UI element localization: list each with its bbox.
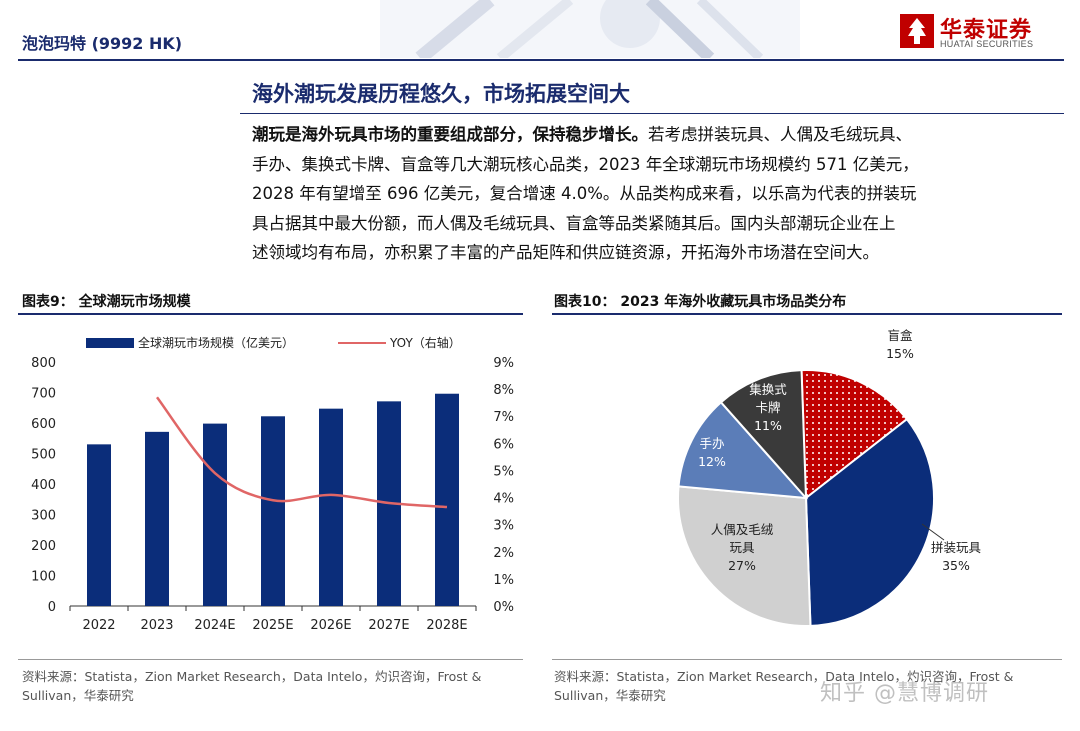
- logo-text-en: HUATAI SECURITIES: [940, 39, 1034, 49]
- y2-axis-tick-label: 3%: [493, 519, 514, 534]
- fig9-footer-rule: [18, 659, 523, 660]
- fig9-title: 图表9： 全球潮玩市场规模: [22, 294, 191, 310]
- y2-axis-tick-label: 8%: [493, 383, 514, 398]
- fig9-source-line-1: 资料来源：Statista，Zion Market Research，Data …: [22, 669, 482, 684]
- fig10-title: 图表10： 2023 年海外收藏玩具市场品类分布: [554, 294, 847, 310]
- y-axis-tick-label: 200: [31, 539, 56, 554]
- report-company-title: 泡泡玛特 (9992 HK): [22, 34, 183, 53]
- paragraph-line-3: 2028 年有望增至 696 亿美元，复合增速 4.0%。从品类构成来看，以乐高…: [252, 184, 917, 203]
- pie-slice: [677, 485, 812, 627]
- paragraph-line-1: 潮玩是海外玩具市场的重要组成部分，保持稳步增长。若考虑拼装玩具、人偶及毛绒玩具、: [252, 120, 1062, 150]
- y2-axis-tick-label: 7%: [493, 410, 514, 425]
- fig10-source-line-1: 资料来源：Statista，Zion Market Research，Data …: [554, 669, 1014, 684]
- y-axis-tick-label: 700: [31, 387, 56, 402]
- bar: [145, 431, 169, 606]
- logo-text-cn: 华泰证券: [940, 18, 1033, 43]
- pie-leader-line: [921, 523, 945, 541]
- legend-bar-label: 全球潮玩市场规模（亿美元）: [138, 335, 294, 350]
- pie-slice-label: 人偶及毛绒: [711, 522, 774, 537]
- paragraph-line-5: 述领域均有布局，亦积累了丰富的产品矩阵和供应链资源，开拓海外市场潜在空间大。: [252, 243, 879, 262]
- pie-slice: [719, 369, 808, 501]
- bar: [87, 444, 111, 606]
- fig10-footer-rule: [552, 659, 1062, 660]
- y2-axis-tick-label: 1%: [493, 573, 514, 588]
- pie-slice-label: 玩具: [729, 540, 755, 555]
- y-axis-tick-label: 0: [48, 600, 56, 615]
- huatai-logo-icon: [900, 14, 934, 48]
- paragraph-line-4: 具占据其中最大份额，而人偶及毛绒玩具、盲盒等品类紧随其后。国内头部潮玩企业在上: [252, 213, 896, 233]
- pie-slice-label: 卡牌: [755, 400, 780, 415]
- pie-slice-pct: 15%: [886, 346, 914, 361]
- x-axis-tick-label: 2022: [82, 618, 115, 633]
- y-axis-tick-label: 500: [31, 448, 56, 463]
- fig9-source: 资料来源：Statista，Zion Market Research，Data …: [22, 667, 481, 705]
- y-axis-tick-label: 800: [31, 356, 56, 371]
- y-axis-tick-label: 100: [31, 570, 56, 585]
- header-rule: [18, 59, 1064, 61]
- header-decoration: [380, 0, 800, 58]
- x-axis-tick-label: 2025E: [252, 618, 293, 633]
- page-header: 泡泡玛特 (9992 HK) 华泰证券 HUATAI SECURITIES: [0, 0, 1080, 62]
- fig10-source: 资料来源：Statista，Zion Market Research，Data …: [554, 667, 1013, 705]
- pie-slice: [800, 369, 909, 500]
- pie-slice-pct: 11%: [754, 418, 782, 433]
- fig9-title-rule: [18, 313, 523, 315]
- paragraph-line-1-rest: 若考虑拼装玩具、人偶及毛绒玩具、: [648, 125, 912, 144]
- yoy-line: [156, 396, 448, 509]
- y-axis-tick-label: 300: [31, 509, 56, 524]
- x-axis-tick-label: 2026E: [310, 618, 351, 633]
- fig9-source-line-2: Sullivan，华泰研究: [22, 688, 134, 703]
- x-axis-tick-label: 2027E: [368, 618, 409, 633]
- pie-slice-pct: 12%: [698, 454, 726, 469]
- legend-line-label: YOY（右轴）: [389, 335, 461, 350]
- y-axis-tick-label: 400: [31, 478, 56, 493]
- pie-slice-label: 集换式: [749, 382, 787, 397]
- pie-slice-pct: 27%: [728, 558, 756, 573]
- legend-bar-swatch: [86, 338, 134, 348]
- y2-axis-tick-label: 0%: [493, 600, 514, 615]
- market-size-chart: 全球潮玩市场规模（亿美元） YOY（右轴） 800 700 600 500 400 300 20…: [31, 335, 514, 633]
- pie-slice: [804, 417, 935, 627]
- y2-axis-tick-label: 4%: [493, 492, 514, 507]
- fig10-title-rule: [552, 313, 1062, 315]
- pie-slice-pct: 35%: [942, 558, 970, 573]
- bar: [203, 423, 227, 606]
- zhihu-watermark: 知乎 @慧博调研: [820, 681, 989, 706]
- bar: [319, 408, 343, 606]
- x-axis-tick-label: 2028E: [426, 618, 467, 633]
- pie-slice-label: 手办: [699, 436, 724, 451]
- section-title: 海外潮玩发展历程悠久，市场拓展空间大: [252, 82, 630, 106]
- x-axis-tick-label: 2024E: [194, 618, 235, 633]
- x-axis-tick-label: 2023: [140, 618, 173, 633]
- pie-slice-label: 拼装玩具: [931, 540, 982, 555]
- bar: [261, 416, 285, 606]
- y2-axis-tick-label: 9%: [493, 356, 514, 371]
- y2-axis-tick-label: 5%: [493, 464, 514, 479]
- pie-slice-label: 盲盒: [887, 328, 913, 343]
- paragraph-lead: 潮玩是海外玩具市场的重要组成部分，保持稳步增长。: [252, 125, 648, 144]
- section-rule: [240, 113, 1064, 114]
- huatai-logo: 华泰证券 HUATAI SECURITIES: [900, 12, 1060, 52]
- body-paragraph: 潮玩是海外玩具市场的重要组成部分，保持稳步增长。若考虑拼装玩具、人偶及毛绒玩具、…: [252, 120, 1062, 268]
- y2-axis-tick-label: 6%: [493, 437, 514, 452]
- pie-slice: [677, 400, 809, 500]
- y-axis-tick-label: 600: [31, 417, 56, 432]
- bar: [435, 393, 459, 606]
- fig10-source-line-2: Sullivan，华泰研究: [554, 688, 666, 703]
- category-pie-chart: 盲盒 15% 拼装玩具 35% 人偶及毛绒玩具 27% 手办 12% 集换式卡牌 11%: [677, 328, 982, 627]
- paragraph-line-2: 手办、集换式卡牌、盲盒等几大潮玩核心品类，2023 年全球潮玩市场规模约 571…: [252, 154, 919, 174]
- y2-axis-tick-label: 2%: [493, 546, 514, 561]
